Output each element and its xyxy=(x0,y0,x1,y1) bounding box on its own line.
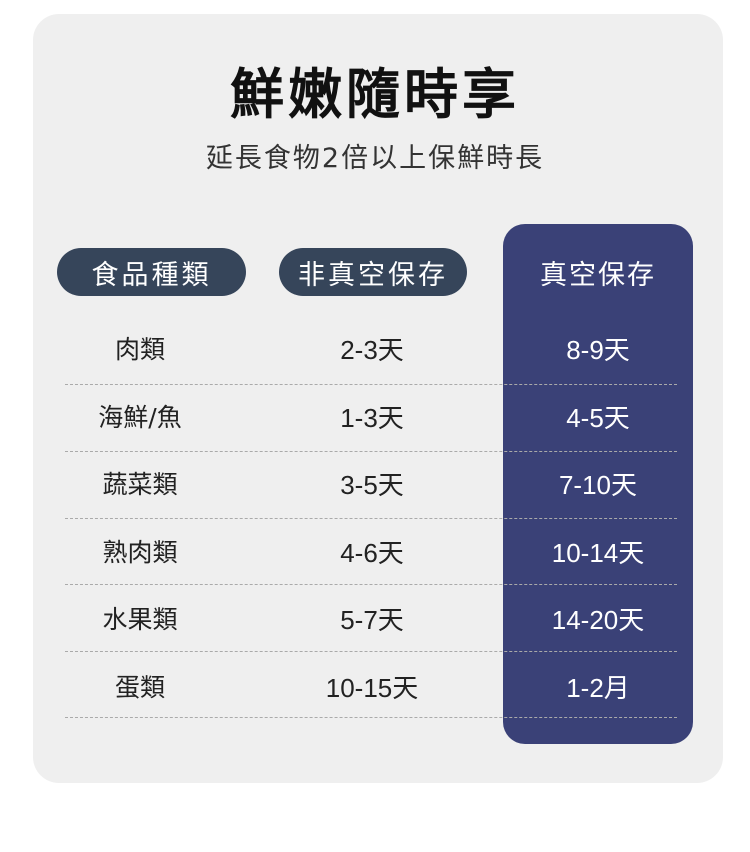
cell-vacuum: 7-10天 xyxy=(558,470,638,500)
cell-normal: 1-3天 xyxy=(340,403,404,433)
cell-normal: 3-5天 xyxy=(340,470,404,500)
page-title: 鮮嫩隨時享 xyxy=(230,63,520,126)
cell-normal: 5-7天 xyxy=(340,605,404,635)
header-vacuum: 真空保存 xyxy=(540,259,656,291)
row-divider xyxy=(65,584,677,585)
cell-normal: 2-3天 xyxy=(340,335,404,365)
cell-food: 水果類 xyxy=(102,605,178,634)
cell-normal: 4-6天 xyxy=(340,538,404,568)
cell-food: 蔬菜類 xyxy=(102,470,178,499)
header-food-type: 食品種類 xyxy=(57,248,246,296)
row-divider xyxy=(65,717,677,718)
cell-vacuum: 10-14天 xyxy=(551,538,645,568)
row-divider xyxy=(65,384,677,385)
row-divider xyxy=(65,651,677,652)
cell-vacuum: 8-9天 xyxy=(566,335,630,365)
cell-food: 肉類 xyxy=(114,335,165,364)
cell-vacuum: 1-2月 xyxy=(566,673,630,703)
cell-normal: 10-15天 xyxy=(325,673,419,703)
page-subtitle: 延長食物2倍以上保鮮時長 xyxy=(205,143,545,174)
row-divider xyxy=(65,518,677,519)
cell-food: 熟肉類 xyxy=(102,538,178,567)
row-divider xyxy=(65,451,677,452)
header-non-vacuum: 非真空保存 xyxy=(279,248,467,296)
vacuum-column-highlight xyxy=(503,224,693,744)
cell-vacuum: 4-5天 xyxy=(566,403,630,433)
cell-food: 海鮮/魚 xyxy=(98,403,182,432)
cell-food: 蛋類 xyxy=(114,673,165,702)
cell-vacuum: 14-20天 xyxy=(551,605,645,635)
